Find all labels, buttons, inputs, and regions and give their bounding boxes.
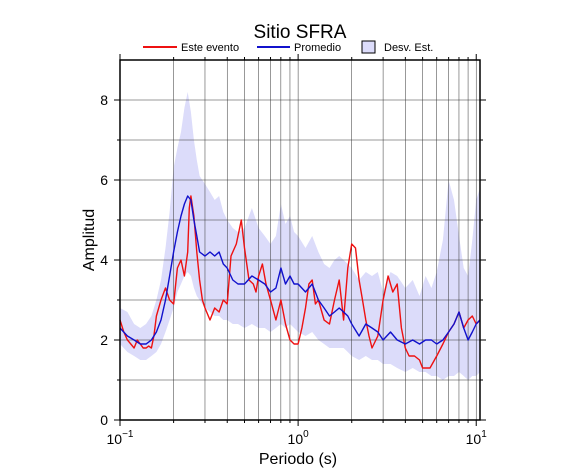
x-tick-label: 10−1 [107,429,134,447]
plot-area: 0 2 4 6 8 10−1 100 101 [100,54,487,447]
legend-std-label: Desv. Est. [384,42,433,54]
event-series-line [119,195,481,369]
chart-title: Sitio SFRA [254,22,347,43]
x-axis-label: Periodo (s) [259,451,337,468]
average-series-line [119,195,481,345]
y-tick-label: 2 [100,332,108,348]
legend-std-swatch [361,40,376,54]
legend: Este evento Promedio Desv. Est. [143,40,433,54]
y-axis-label: Amplitud [81,209,98,271]
y-tick-label: 0 [100,412,108,428]
y-tick-label: 6 [100,172,108,188]
x-tick-label: 101 [466,429,488,447]
x-tick-label: 100 [288,429,310,447]
plot-frame [119,59,481,421]
legend-event-label: Este evento [181,42,239,54]
std-band [120,92,480,380]
legend-average-label: Promedio [294,42,341,54]
y-tick-label: 8 [100,92,108,108]
y-tick-label: 4 [100,252,108,268]
